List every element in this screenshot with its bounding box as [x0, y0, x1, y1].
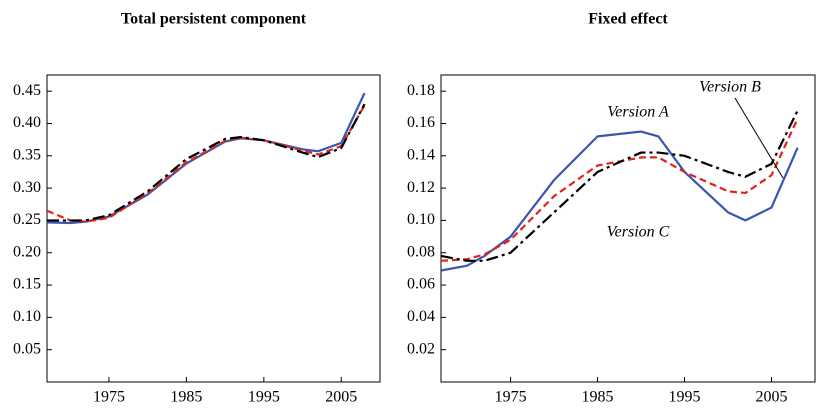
y-tick-label: 0.05: [13, 340, 41, 357]
x-tick-label: 1995: [248, 389, 280, 406]
data-line: [440, 110, 799, 262]
y-tick-label: 0.40: [13, 114, 41, 131]
y-tick-label: 0.14: [407, 146, 435, 163]
chart-title: Total persistent component: [121, 11, 307, 28]
y-tick-label: 0.30: [13, 179, 41, 196]
y-tick-label: 0.35: [13, 146, 41, 163]
x-tick-label: 1975: [495, 389, 527, 406]
x-tick-label: 1995: [669, 389, 701, 406]
series-annotation: Version B: [699, 79, 761, 96]
y-tick-label: 0.06: [407, 276, 435, 293]
y-tick-label: 0.25: [13, 211, 41, 228]
data-line: [440, 118, 799, 262]
y-tick-label: 0.10: [13, 308, 41, 325]
y-tick-label: 0.04: [407, 308, 435, 325]
series-annotation: Version A: [607, 104, 669, 121]
plot-frame: [440, 74, 816, 383]
y-tick-label: 0.12: [407, 179, 435, 196]
data-line: [47, 103, 366, 222]
x-tick-label: 2005: [325, 389, 357, 406]
y-tick-label: 0.16: [407, 114, 435, 131]
y-tick-label: 0.15: [13, 276, 41, 293]
x-tick-label: 1985: [170, 389, 202, 406]
data-line: [46, 92, 366, 225]
series-annotation: Version C: [607, 224, 670, 241]
chart-title: Fixed effect: [588, 11, 668, 28]
plot-frame: [46, 74, 381, 383]
data-line: [46, 104, 366, 223]
data-line: [440, 130, 799, 272]
y-tick-label: 0.10: [407, 211, 435, 228]
annotation-pointer: [734, 97, 784, 179]
y-tick-label: 0.45: [13, 82, 41, 99]
x-tick-label: 2005: [756, 389, 788, 406]
x-tick-label: 1975: [93, 389, 125, 406]
y-tick-label: 0.08: [407, 243, 435, 260]
y-tick-label: 0.20: [13, 243, 41, 260]
y-tick-label: 0.02: [407, 340, 435, 357]
x-tick-label: 1985: [582, 389, 614, 406]
y-tick-label: 0.18: [407, 82, 435, 99]
